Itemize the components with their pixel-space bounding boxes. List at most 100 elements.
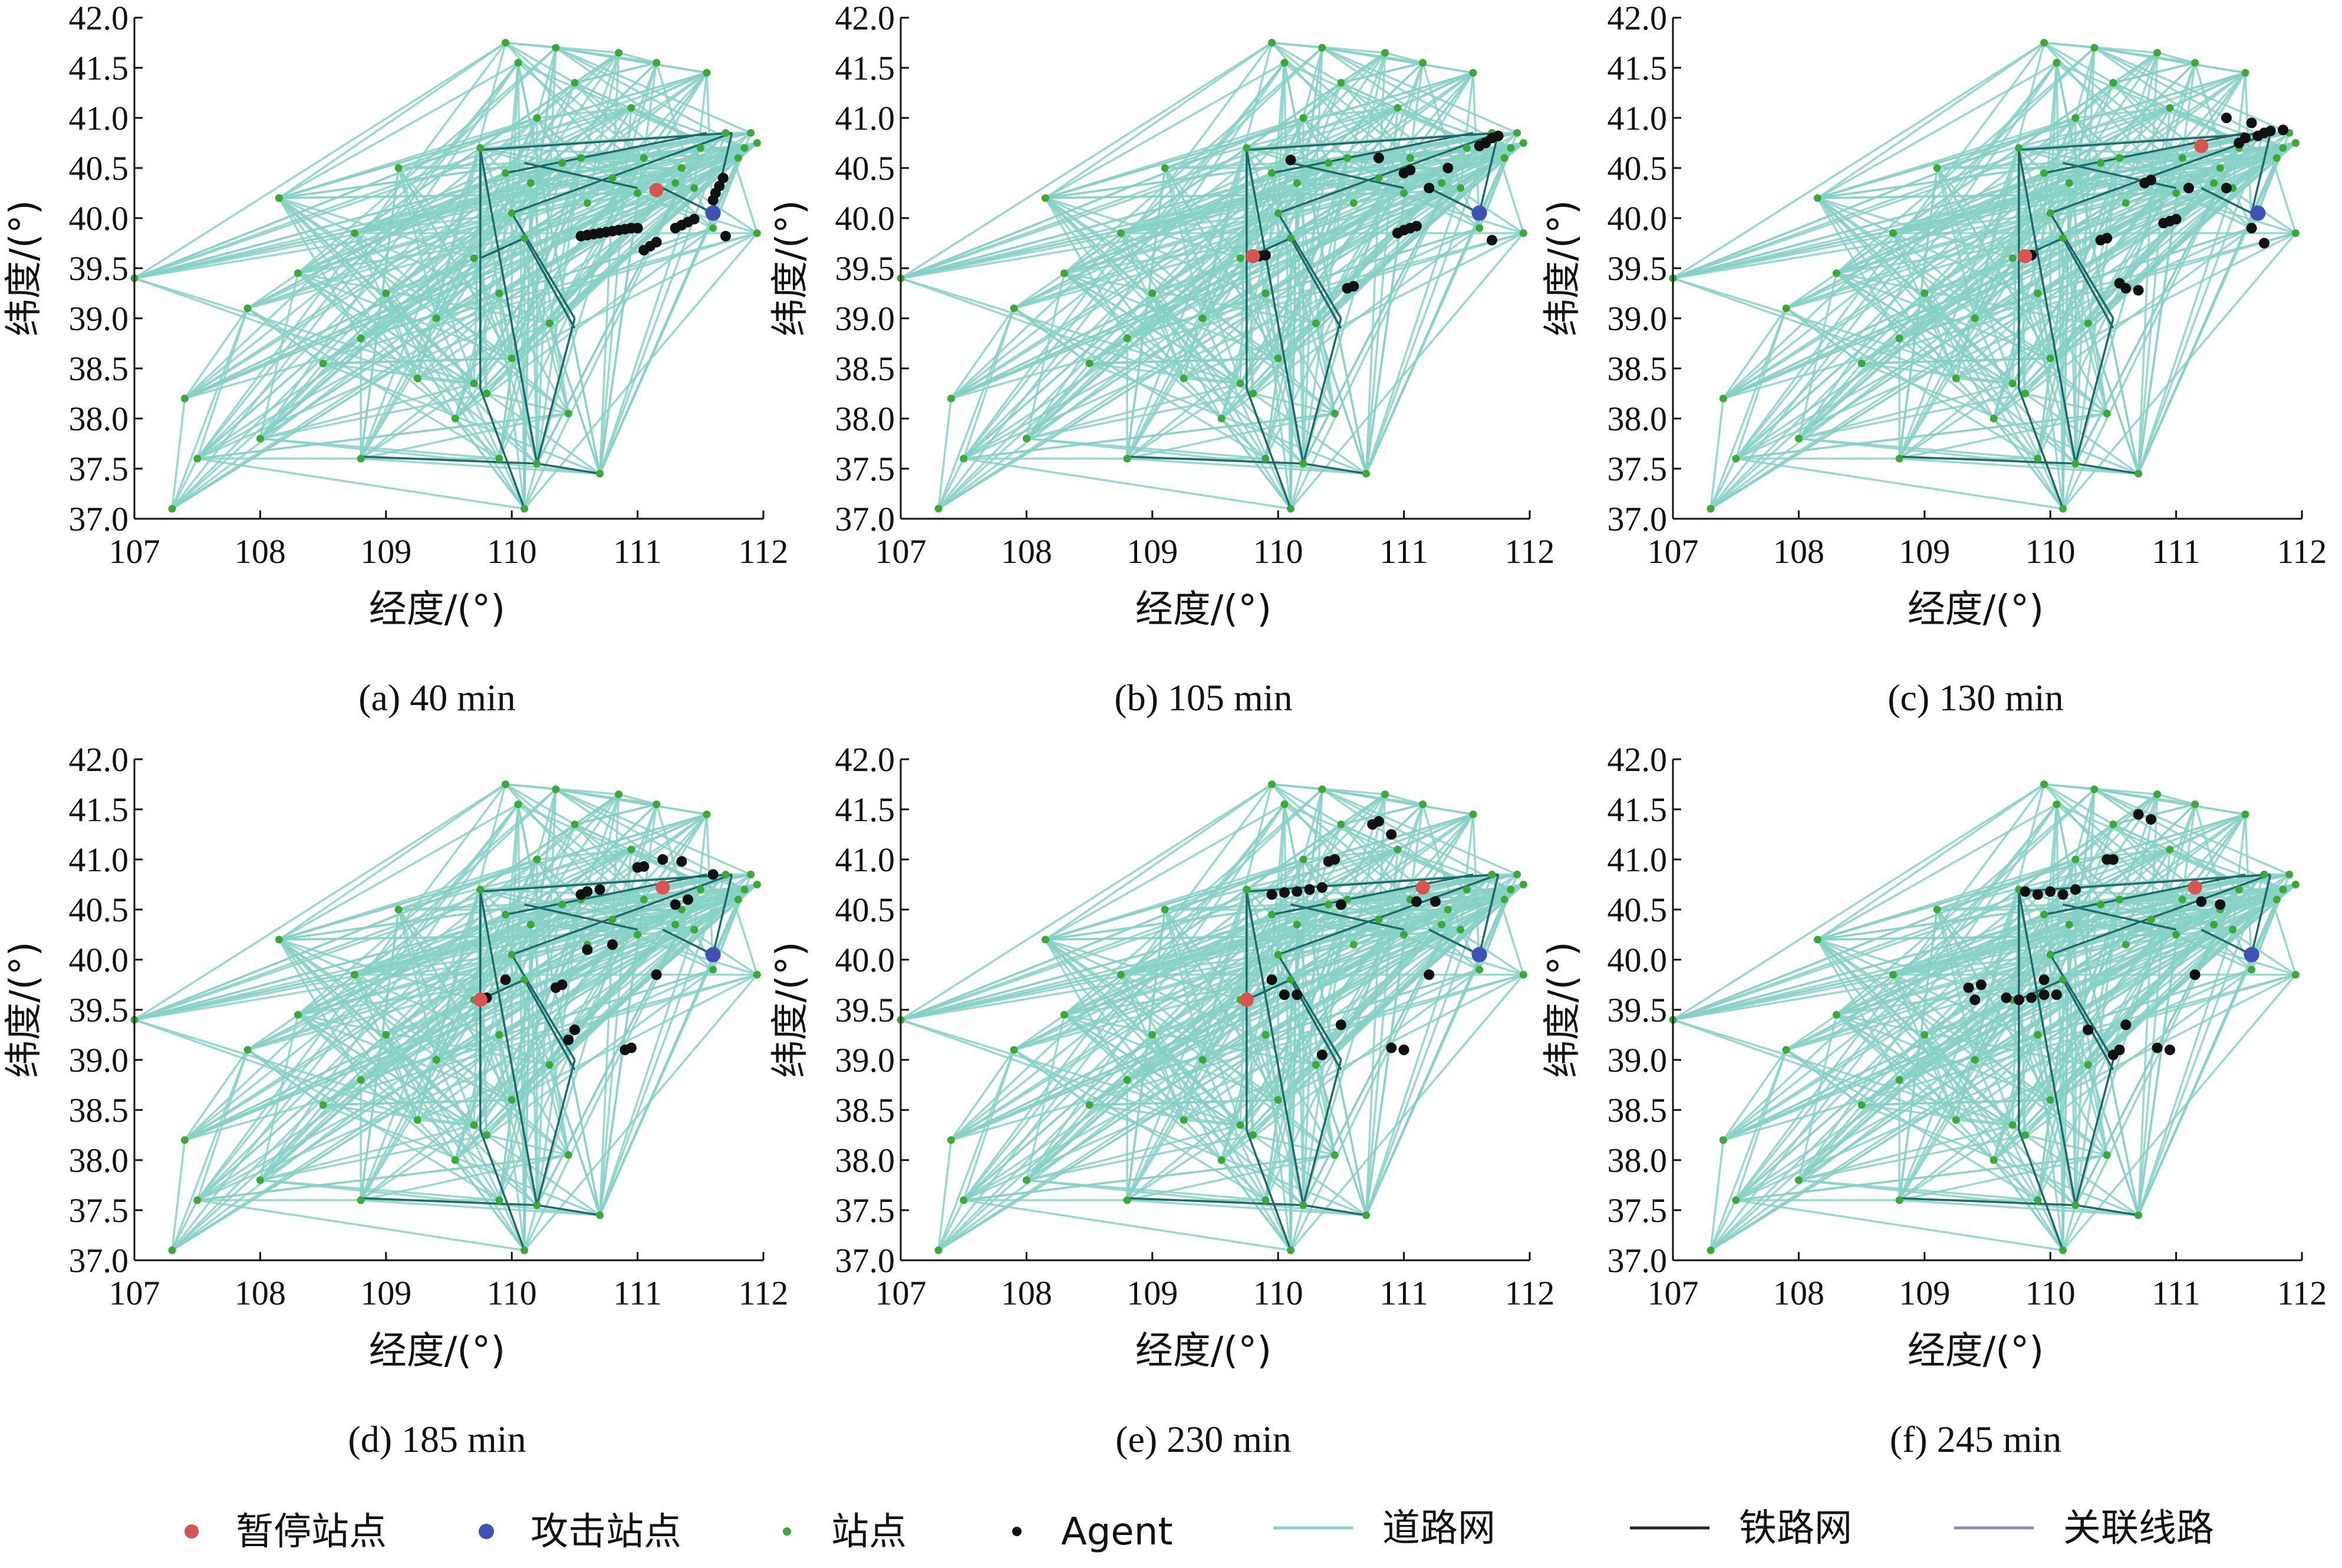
station-point	[2071, 460, 2080, 467]
y-tick-label: 37.5	[835, 1191, 895, 1230]
road-segment	[171, 1049, 249, 1251]
x-tick-label: 111	[613, 1274, 662, 1312]
station-point	[1217, 1156, 1226, 1164]
station-point	[1394, 845, 1402, 854]
rail-segment	[479, 1129, 526, 1251]
station-point	[1707, 505, 1715, 513]
station-point	[583, 199, 591, 207]
station-point	[1971, 1056, 1979, 1064]
agent-point	[714, 180, 725, 192]
road-segment	[1302, 147, 1468, 465]
road-segment	[479, 888, 506, 915]
agent-point	[2013, 994, 2024, 1005]
rail-network	[361, 131, 733, 509]
paused-station-point	[1239, 993, 1254, 1007]
station-point	[521, 976, 529, 984]
agent-point	[556, 979, 568, 990]
road-network	[900, 41, 1524, 510]
road-segment	[1264, 904, 1330, 1201]
agent-point	[1335, 899, 1346, 910]
station-point	[558, 901, 566, 908]
road-segment	[479, 889, 551, 1066]
agent-point	[2133, 809, 2144, 820]
station-point	[564, 1151, 572, 1159]
station-point	[2008, 380, 2017, 387]
station-point	[634, 931, 642, 938]
agent-point	[1292, 886, 1303, 897]
road-segment	[1126, 1154, 1335, 1201]
road-segment	[1365, 929, 1462, 1216]
station-point	[1832, 1011, 1840, 1019]
station-point	[1438, 179, 1446, 187]
agent-point	[2038, 989, 2050, 1000]
road-segment	[1899, 383, 2014, 460]
road-segment	[2043, 783, 2114, 826]
station-point	[413, 1116, 421, 1124]
station-point	[1287, 234, 1295, 242]
station-point	[1349, 199, 1358, 207]
attack-station-point	[2250, 205, 2266, 221]
road-segment	[1126, 157, 1506, 340]
road-segment	[354, 813, 707, 976]
road-segment	[197, 457, 525, 510]
road-segment	[950, 973, 1524, 1141]
road-segment	[529, 924, 569, 1155]
road-segment	[2137, 929, 2234, 1216]
station-point	[243, 1046, 252, 1054]
station-point	[1469, 811, 1477, 818]
road-segment	[2061, 463, 2077, 509]
legend-item-paused-station: 暂停站点	[185, 1510, 387, 1554]
station-point	[2090, 44, 2099, 52]
agent-point	[1411, 220, 1422, 232]
agent-point	[651, 969, 662, 980]
y-tick-label: 42.0	[69, 740, 129, 779]
agent-point	[670, 899, 681, 910]
agent-point	[632, 223, 643, 233]
road-segment	[2068, 183, 2108, 414]
road-segment	[1202, 232, 1524, 319]
road-segment	[184, 904, 563, 1141]
road-segment	[574, 823, 739, 901]
road-segment	[1315, 874, 1518, 1066]
station-point	[1148, 1031, 1157, 1039]
station-point	[1794, 1176, 1803, 1184]
station-point	[2241, 69, 2249, 77]
road-segment	[134, 783, 506, 1021]
road-segment	[1151, 292, 1292, 509]
rail-segment	[510, 212, 576, 319]
road-segment	[1063, 272, 1254, 394]
station-point	[1500, 895, 1508, 904]
road-segment	[1026, 132, 1493, 440]
agent-point	[2001, 992, 2012, 1003]
station-point	[168, 505, 176, 513]
road-segment	[1709, 308, 1787, 509]
station-point	[1462, 885, 1471, 894]
station-point	[2059, 976, 2067, 984]
station-point	[747, 129, 755, 137]
station-point	[640, 154, 648, 162]
road-segment	[1992, 1159, 2039, 1201]
road-segment	[1119, 974, 1267, 1201]
station-point	[2109, 821, 2117, 828]
station-point	[1500, 154, 1508, 162]
station-point	[596, 470, 604, 477]
rail-segment	[2018, 979, 2064, 1001]
paused-station-point	[2194, 139, 2209, 153]
y-tick-label: 39.0	[69, 299, 129, 338]
station-point	[2178, 154, 2186, 162]
x-tick-label: 111	[1379, 532, 1428, 571]
road-segment	[1735, 1034, 1925, 1201]
station-point	[2147, 915, 2155, 924]
station-point	[1519, 971, 1527, 979]
panel-caption: (b) 105 min	[1114, 677, 1292, 719]
y-tick-label: 37.5	[69, 1191, 129, 1230]
x-tick-label: 110	[2025, 532, 2076, 571]
station-point	[2109, 79, 2117, 87]
road-segment	[259, 914, 506, 1181]
station-point	[470, 1121, 478, 1129]
road-segment	[435, 1059, 526, 1251]
road-segment	[963, 969, 1480, 1201]
road-segment	[361, 457, 600, 475]
panel-caption: (c) 130 min	[1888, 677, 2064, 719]
road-segment	[2062, 232, 2297, 510]
